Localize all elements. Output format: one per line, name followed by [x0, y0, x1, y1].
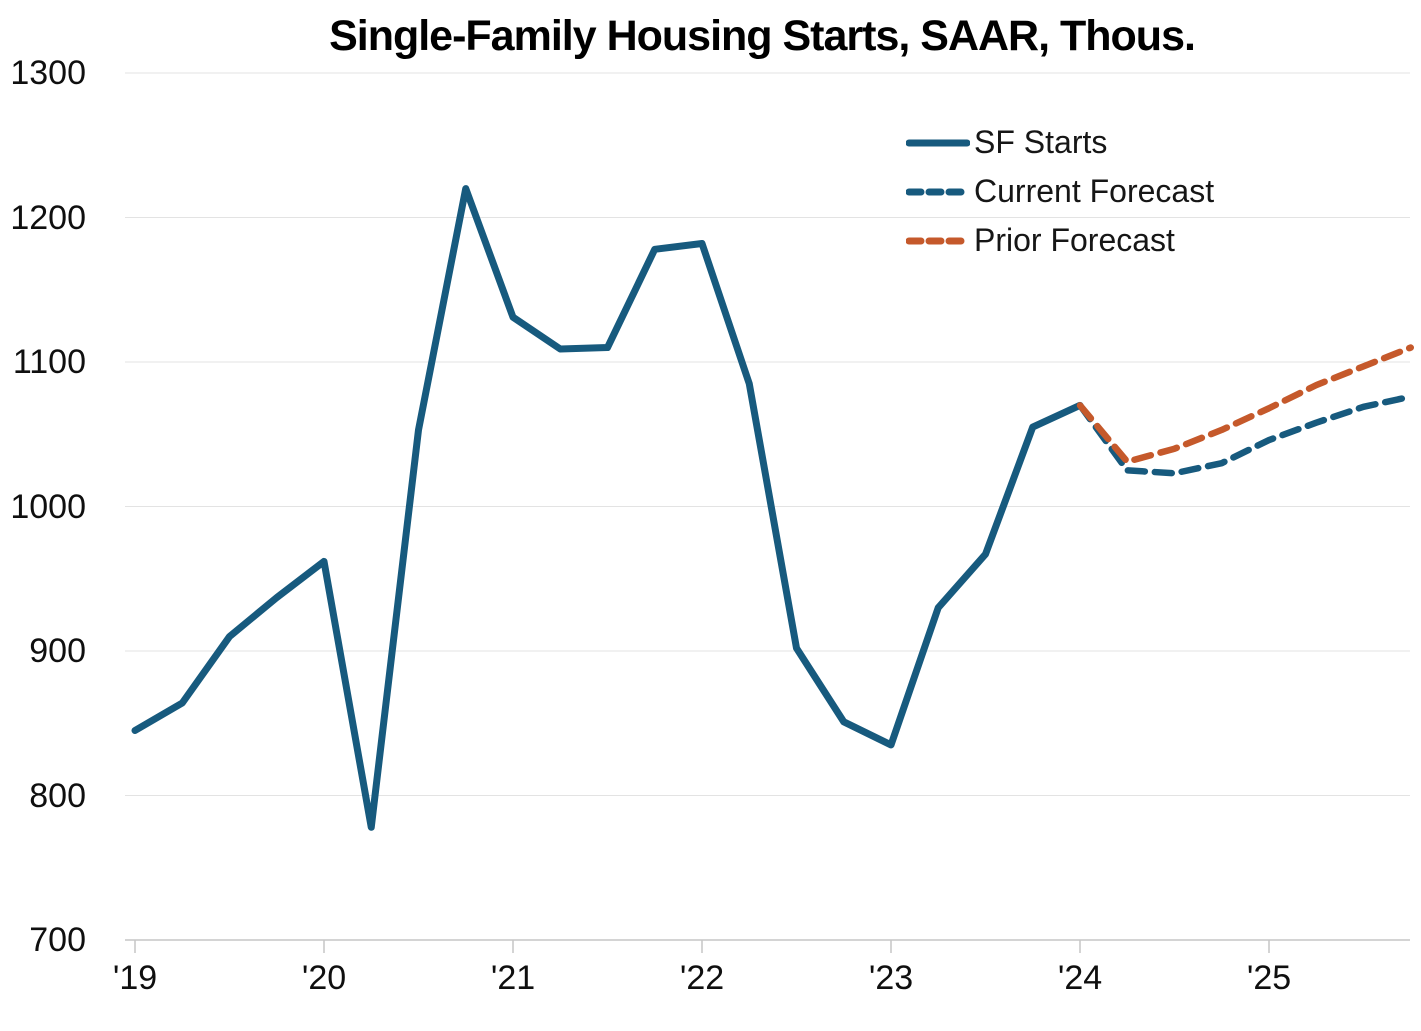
legend-label-sf-starts: SF Starts [974, 124, 1108, 160]
legend: SF Starts Current Forecast Prior Forecas… [906, 118, 1214, 265]
dashed-line-swatch-icon [906, 237, 970, 244]
legend-item-current-forecast: Current Forecast [906, 167, 1214, 216]
series-line-sf-starts [131, 185, 1084, 831]
y-axis-tick-label: 1200 [10, 198, 86, 237]
x-axis-tick-label: '21 [490, 959, 536, 997]
legend-item-sf-starts: SF Starts [906, 118, 1214, 167]
chart-title: Single-Family Housing Starts, SAAR, Thou… [329, 12, 1196, 60]
legend-label-current-forecast: Current Forecast [974, 173, 1215, 209]
x-axis-tick-label: '22 [679, 959, 725, 997]
y-axis-tick-label: 800 [29, 776, 86, 815]
y-axis-tick-label: 900 [29, 632, 86, 670]
x-axis-tick-label: '19 [112, 959, 158, 997]
dashed-line-swatch-icon [906, 188, 970, 195]
y-axis-tick-label: 1100 [12, 343, 86, 381]
legend-item-prior-forecast: Prior Forecast [906, 216, 1214, 265]
legend-label-prior-forecast: Prior Forecast [974, 222, 1175, 258]
y-axis-tick-label: 1300 [10, 54, 86, 92]
y-axis-tick-label: 1000 [10, 487, 86, 526]
solid-line-swatch-icon [906, 139, 970, 146]
y-axis-tick-label: 700 [29, 921, 86, 959]
series-line-prior-forecast [1076, 344, 1414, 465]
x-axis-tick-label: '20 [301, 959, 347, 997]
x-axis-tick-label: '25 [1246, 959, 1292, 997]
x-axis-tick-label: '24 [1057, 959, 1103, 997]
x-axis-tick-label: '23 [868, 959, 914, 997]
series-line-current-forecast [1076, 393, 1414, 477]
